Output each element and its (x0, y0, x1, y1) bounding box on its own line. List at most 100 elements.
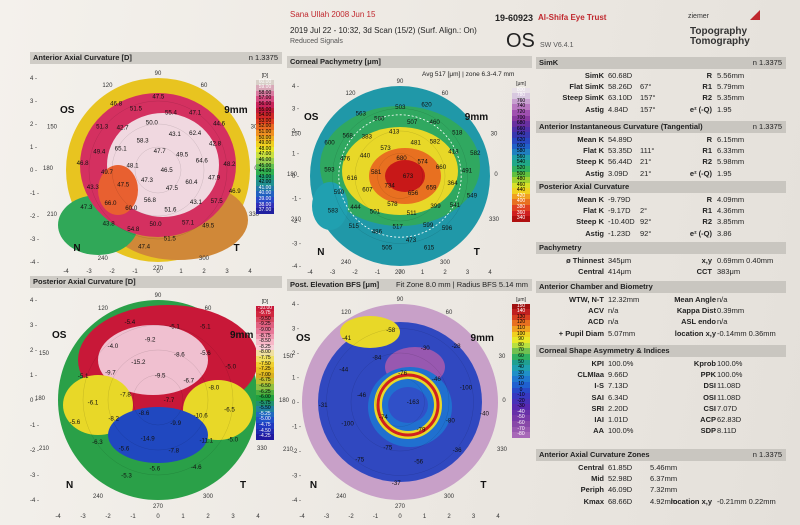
axis-tick: -4 - (292, 264, 301, 270)
map-reading: -5.1 (200, 324, 211, 331)
angle-label: 90 (397, 297, 404, 303)
axis-tick: 4 - (30, 76, 37, 82)
axis-tick: -2 (105, 514, 111, 520)
scale-step: -10 (512, 392, 530, 399)
section-post-axial: Posterior Axial Curvature (536, 181, 786, 193)
scale-step: 38.00 (256, 202, 274, 209)
scale-step: 400 (512, 199, 530, 206)
axis-tick: 2 (443, 270, 447, 276)
scale-step: -4.50 (256, 428, 274, 435)
eye-side-label: OS (52, 330, 67, 341)
index-label: Mid (591, 474, 604, 484)
map-reading: -8.0 (208, 385, 219, 392)
index-label: e² (-Q) (689, 168, 712, 178)
angle-label: 330 (257, 446, 268, 452)
index-label: R2 (702, 157, 712, 167)
scale-step: 49.00 (256, 141, 274, 147)
map-reading: 49.5 (202, 222, 215, 229)
map-reading: 599 (423, 222, 434, 229)
angle-label: 330 (489, 217, 500, 223)
angle-label: 210 (47, 212, 58, 218)
angle-label: 90 (155, 293, 162, 299)
map-reading: 47.1 (189, 109, 202, 116)
scale-step: 760 (512, 98, 530, 105)
scale-step: 47.00 (256, 152, 274, 158)
scale-step: 480 (512, 176, 530, 183)
map-reading: 578 (387, 201, 398, 208)
index-label: location x,y (670, 496, 712, 506)
axis-tick: -2 (109, 269, 115, 275)
angle-label: 240 (98, 256, 109, 262)
index-value: 53.35D (608, 146, 633, 156)
map-reading: 383 (362, 133, 373, 140)
map-reading: -100 (460, 384, 473, 391)
patient-name: Sana Ullah 2008 Jun 15 (290, 10, 376, 19)
map-reading: -31 (319, 402, 329, 409)
index-label: Kmax (583, 496, 604, 506)
map-reading: -6.1 (88, 400, 99, 407)
axis-tick: -4 (55, 514, 61, 520)
map-reading: -76 (398, 370, 408, 377)
map-reading: 47.5 (117, 181, 130, 188)
index-value: 4.84D (608, 104, 629, 114)
axis-tick: -1 - (30, 423, 39, 429)
scale-step: -6.75 (256, 378, 274, 384)
index-label: e² (-Q) (689, 104, 712, 114)
index-label: SDP (700, 426, 716, 436)
pachy-avg: Avg 517 [μm] | zone 6.3-4.7 mm (422, 71, 515, 78)
axis-tick: 0 - (292, 400, 299, 406)
map-reading: -5.3 (121, 472, 132, 479)
axis-tick: -1 (132, 269, 138, 275)
scale-step: 44.00 (256, 168, 274, 175)
index-label: x,y (701, 256, 712, 265)
axis-tick: 4 (496, 514, 500, 520)
axis-tick: -1 - (292, 197, 301, 203)
map-reading: 54.8 (127, 226, 140, 233)
axis-tick: -3 (330, 270, 336, 276)
index-value: 6.33mm (717, 146, 745, 156)
index-label: Mean Angle (674, 295, 716, 304)
scale-step: 380 (512, 204, 530, 211)
exam-datetime: 2019 Jul 22 - 10:32, 3d Scan (15/2) (Sur… (290, 26, 477, 35)
axis-tick: 3 (466, 270, 470, 276)
axis-tick: 0 (156, 514, 160, 520)
map-reading: 64.6 (196, 157, 209, 164)
axis-tick: 4 (256, 514, 260, 520)
map-reading: 46.8 (110, 100, 123, 107)
temporal-label: T (474, 247, 480, 258)
map-reading: -9.7 (105, 369, 116, 376)
index-label: SimK (584, 71, 604, 80)
scale-step: 800 (512, 87, 530, 94)
map-reading: -46 (432, 376, 442, 383)
scale-unit: [D] (261, 299, 269, 305)
axis-tick: 1 (179, 269, 183, 275)
index-label: AA (593, 426, 604, 436)
axis-tick: -2 - (30, 214, 39, 220)
axis-tick: 2 - (292, 351, 299, 357)
scale-step: 56.00 (256, 101, 274, 108)
scale-step: 420 (512, 193, 530, 200)
map-reading: -11.1 (199, 438, 213, 445)
index-label: Steep SimK (562, 93, 604, 103)
map-reading: 47.7 (154, 148, 167, 155)
scale-step: 50.00 (256, 135, 274, 142)
clinic-name: Al-Shifa Eye Trust (538, 13, 607, 22)
scale-step: 39.00 (256, 196, 274, 203)
angle-label: 270 (395, 504, 406, 510)
index-value: 383μm (717, 267, 741, 277)
map-reading: -75 (355, 456, 365, 463)
index-label: Central (578, 463, 604, 472)
map-reading: 46.8 (77, 160, 90, 167)
scale-step: -7.75 (256, 355, 274, 362)
index-value: 9.66D (608, 370, 629, 380)
map-reading: -100 (341, 421, 354, 428)
angle-label: 210 (283, 447, 294, 453)
map-reading: -5.6 (70, 419, 81, 426)
scale-step: 58.00 (256, 90, 274, 97)
angle-label: 210 (291, 217, 302, 223)
axis-tick: 2 (202, 269, 206, 275)
scale-step: -20 (512, 398, 530, 405)
index-value: -0.21mm 0.22mm (717, 496, 776, 506)
map-reading: -37 (392, 480, 402, 487)
map-reading: 60.0 (125, 205, 138, 212)
